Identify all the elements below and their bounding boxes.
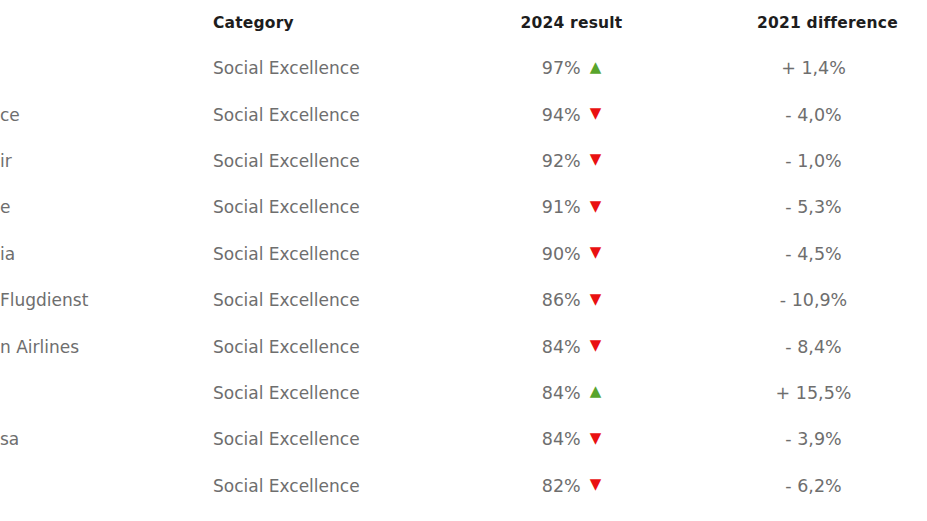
result-cell: 97% ▲	[463, 58, 680, 78]
difference-cell: - 1,0%	[700, 151, 927, 171]
trend-down-icon: ▼	[590, 152, 602, 167]
table-row: Social Excellence 97% ▲ + 1,4%	[0, 45, 927, 91]
trend-down-icon: ▼	[590, 292, 602, 307]
airline-name-truncated: ce	[0, 105, 213, 125]
trend-down-icon: ▼	[590, 477, 602, 492]
result-value: 84%	[542, 337, 581, 357]
result-value: 90%	[542, 244, 581, 264]
trend-down-icon: ▼	[590, 106, 602, 121]
category-cell: Social Excellence	[213, 58, 463, 78]
result-value: 91%	[542, 197, 581, 217]
table-row: Flugdienst Social Excellence 86% ▼ - 10,…	[0, 277, 927, 323]
difference-cell: - 5,3%	[700, 197, 927, 217]
result-cell: 91% ▼	[463, 197, 680, 217]
difference-cell: - 6,2%	[700, 476, 927, 496]
column-header-2021-difference: 2021 difference	[700, 14, 927, 32]
result-cell: 84% ▲	[463, 383, 680, 403]
table-row: ia Social Excellence 90% ▼ - 4,5%	[0, 231, 927, 277]
trend-down-icon: ▼	[590, 431, 602, 446]
table-header-row: Category 2024 result 2021 difference	[0, 0, 927, 45]
result-value: 94%	[542, 105, 581, 125]
table-row: n Airlines Social Excellence 84% ▼ - 8,4…	[0, 323, 927, 369]
table-row: sa Social Excellence 84% ▼ - 3,9%	[0, 416, 927, 462]
category-cell: Social Excellence	[213, 197, 463, 217]
difference-cell: + 1,4%	[700, 58, 927, 78]
table-row: Social Excellence 84% ▲ + 15,5%	[0, 370, 927, 416]
difference-cell: - 10,9%	[700, 290, 927, 310]
category-cell: Social Excellence	[213, 476, 463, 496]
result-value: 84%	[542, 429, 581, 449]
airline-name-truncated: Flugdienst	[0, 290, 213, 310]
result-value: 86%	[542, 290, 581, 310]
airline-name-truncated: n Airlines	[0, 337, 213, 357]
trend-up-icon: ▲	[590, 60, 602, 75]
result-value: 84%	[542, 383, 581, 403]
difference-cell: - 8,4%	[700, 337, 927, 357]
table-row: e Social Excellence 91% ▼ - 5,3%	[0, 184, 927, 230]
difference-cell: - 3,9%	[700, 429, 927, 449]
result-cell: 84% ▼	[463, 429, 680, 449]
category-cell: Social Excellence	[213, 383, 463, 403]
category-cell: Social Excellence	[213, 105, 463, 125]
table-row: ir Social Excellence 92% ▼ - 1,0%	[0, 138, 927, 184]
trend-down-icon: ▼	[590, 199, 602, 214]
table-row: ce Social Excellence 94% ▼ - 4,0%	[0, 91, 927, 137]
result-cell: 94% ▼	[463, 105, 680, 125]
airline-name-truncated: e	[0, 197, 213, 217]
airline-name-truncated: ia	[0, 244, 213, 264]
difference-cell: - 4,0%	[700, 105, 927, 125]
category-cell: Social Excellence	[213, 290, 463, 310]
result-cell: 86% ▼	[463, 290, 680, 310]
table-row: Social Excellence 82% ▼ - 6,2%	[0, 463, 927, 509]
result-value: 97%	[542, 58, 581, 78]
trend-down-icon: ▼	[590, 338, 602, 353]
difference-cell: - 4,5%	[700, 244, 927, 264]
column-header-category: Category	[213, 14, 463, 32]
table-body: Social Excellence 97% ▲ + 1,4% ce Social…	[0, 45, 927, 509]
result-value: 92%	[542, 151, 581, 171]
result-value: 82%	[542, 476, 581, 496]
category-cell: Social Excellence	[213, 151, 463, 171]
category-cell: Social Excellence	[213, 244, 463, 264]
result-cell: 90% ▼	[463, 244, 680, 264]
result-cell: 82% ▼	[463, 476, 680, 496]
category-cell: Social Excellence	[213, 337, 463, 357]
airline-name-truncated: sa	[0, 429, 213, 449]
result-cell: 84% ▼	[463, 337, 680, 357]
trend-up-icon: ▲	[590, 384, 602, 399]
result-cell: 92% ▼	[463, 151, 680, 171]
trend-down-icon: ▼	[590, 245, 602, 260]
difference-cell: + 15,5%	[700, 383, 927, 403]
results-table: Category 2024 result 2021 difference Soc…	[0, 0, 927, 521]
airline-name-truncated: ir	[0, 151, 213, 171]
column-header-2024-result: 2024 result	[463, 14, 680, 32]
category-cell: Social Excellence	[213, 429, 463, 449]
